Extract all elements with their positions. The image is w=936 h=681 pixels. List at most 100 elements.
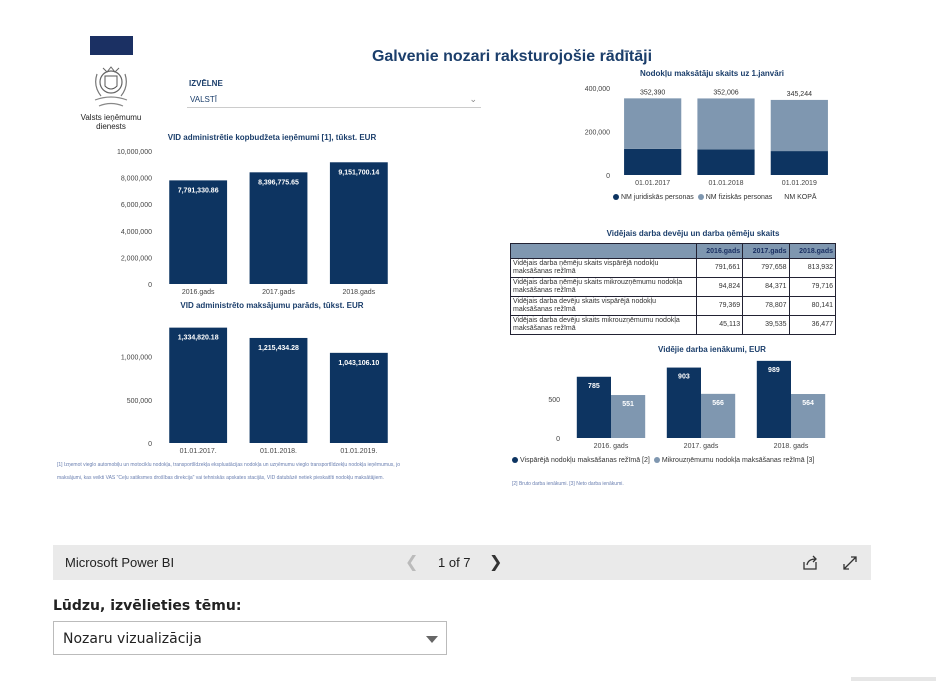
- taxpayers-stacked-chart: 0 200,000 400,000 01.01.2017 352,390 01.01.20…: [585, 86, 828, 187]
- y-tick-label: 10,000,000: [117, 149, 152, 156]
- debt-bar-chart: 0 500,000 1,000,000 01.01.2017. 1,334,820.18…: [121, 327, 388, 455]
- caret-down-icon: [426, 636, 438, 643]
- x-tick-label: 2016. gads: [594, 443, 629, 450]
- y-tick-label: 0: [148, 282, 152, 289]
- table-cell: 36,477: [788, 315, 837, 335]
- bar: [576, 376, 611, 438]
- y-tick-label: 8,000,000: [121, 176, 152, 183]
- bar: [697, 149, 755, 175]
- coat-of-arms-icon: [94, 66, 128, 107]
- table-row: Vidējais darba devēju skaits mikrouzņēmu…: [510, 315, 837, 335]
- bar: [329, 352, 388, 443]
- theme-label: Lūdzu, izvēlieties tēmu:: [53, 598, 242, 614]
- power-bi-toolbar: Microsoft Power BI ❮ 1 of 7 ❯: [53, 545, 871, 580]
- data-label: 566: [712, 400, 724, 407]
- workers-table: 2016.gads 2017.gads 2018.gads Vidējais d…: [510, 243, 837, 335]
- bar: [169, 180, 228, 284]
- y-tick-label: 2,000,000: [121, 255, 152, 262]
- table-row-label: Vidējais darba ņēmēju skaits vispārējā n…: [510, 258, 697, 278]
- data-label: 345,244: [787, 91, 812, 98]
- x-tick-label: 01.01.2019.: [340, 448, 377, 455]
- x-tick-label: 01.01.2018: [708, 180, 743, 187]
- region-selector[interactable]: VALSTĪ ⌄: [187, 92, 481, 108]
- data-label: 564: [802, 400, 814, 407]
- table-header-2017: 2017.gads: [742, 243, 790, 259]
- table-header-blank: [510, 243, 697, 259]
- data-label: 8,396,775.65: [258, 179, 299, 186]
- table-cell: 80,141: [788, 296, 837, 316]
- data-label: 989: [768, 367, 780, 374]
- x-tick-label: 2018. gads: [774, 443, 809, 450]
- y-tick-label: 0: [556, 436, 560, 443]
- table-header-row: 2016.gads 2017.gads 2018.gads: [510, 243, 837, 259]
- table-row-label: Vidējais darba ņēmēju skaits mikrouzņēmu…: [510, 277, 697, 297]
- chevron-down-icon: ⌄: [469, 94, 477, 104]
- fullscreen-icon[interactable]: [841, 554, 859, 572]
- revenue-bar-chart: 0 2,000,000 4,000,000 6,000,000 8,000,000 10,…: [117, 149, 388, 296]
- y-tick-label: 500: [548, 397, 560, 404]
- y-tick-label: 200,000: [585, 130, 610, 137]
- income-legend: Vispārējā nodokļu maksāšanas režīmā [2] …: [512, 457, 814, 464]
- table-cell: 78,807: [742, 296, 790, 316]
- power-bi-report-canvas: Valsts ieņēmumu dienests Galvenie nozari…: [53, 30, 871, 544]
- table-header-2018: 2018.gads: [788, 243, 837, 259]
- bar: [770, 99, 828, 152]
- bar: [169, 327, 228, 443]
- chart-title-revenue: VID administrētie kopbudžeta ieņēmumi [1…: [167, 133, 377, 142]
- footnote-right: [2] Bruto darba ienākumi. [3] Neto darba…: [512, 481, 624, 487]
- org-name: Valsts ieņēmumu dienests: [80, 113, 142, 131]
- legend-item-total: NM KOPĀ: [784, 194, 817, 201]
- x-tick-label: 01.01.2017.: [180, 448, 217, 455]
- power-bi-brand-link[interactable]: Microsoft Power BI: [65, 555, 175, 570]
- table-cell: 45,113: [695, 315, 744, 335]
- table-row-label: Vidējais darba devēju skaits vispārējā n…: [510, 296, 697, 316]
- table-cell: 79,716: [788, 277, 837, 297]
- report-title: Galvenie nozari raksturojošie rādītāji: [371, 48, 653, 65]
- bar: [697, 98, 755, 150]
- chevron-right-icon[interactable]: ❯: [489, 554, 503, 571]
- data-label: 7,791,330.86: [178, 187, 219, 194]
- selector-label: IZVĒLNE: [189, 79, 223, 88]
- y-tick-label: 0: [148, 441, 152, 448]
- chart-title-taxpayers: Nodokļu maksātāju skaits uz 1.janvāri: [639, 69, 785, 78]
- chevron-left-icon[interactable]: ❮: [405, 554, 419, 571]
- table-cell: 791,661: [695, 258, 744, 278]
- data-label: 352,006: [713, 89, 738, 96]
- y-tick-label: 1,000,000: [121, 355, 152, 362]
- x-tick-label: 01.01.2019: [782, 180, 817, 187]
- footnote-1: [1] Izņemot vieglo automobiļu un motocik…: [57, 462, 400, 468]
- x-tick-label: 2017.gads: [262, 289, 295, 296]
- income-bar-chart: 0 500 2016. gads 785 551 2017. gads 903 566 2018…: [548, 360, 826, 450]
- data-label: 1,215,434.28: [258, 345, 299, 352]
- legend-item-general: Vispārējā nodokļu maksāšanas režīmā [2]: [512, 457, 650, 464]
- footnote-2: maksājumi, kas veikti VAS "Ceļu satiksme…: [57, 475, 384, 481]
- data-label: 1,043,106.10: [338, 360, 379, 367]
- theme-dropdown[interactable]: Nozaru vizualizācija: [53, 621, 447, 655]
- table-cell: 39,535: [742, 315, 790, 335]
- bar: [701, 393, 736, 438]
- data-label: 551: [622, 401, 634, 408]
- x-tick-label: 01.01.2017: [635, 180, 670, 187]
- y-tick-label: 6,000,000: [121, 202, 152, 209]
- chart-title-income: Vidējie darba ienākumi, EUR: [658, 345, 766, 354]
- bar: [249, 337, 308, 443]
- x-tick-label: 01.01.2018.: [260, 448, 297, 455]
- bar: [770, 151, 828, 175]
- share-icon[interactable]: [801, 554, 819, 572]
- y-tick-label: 500,000: [127, 398, 152, 405]
- table-cell: 79,369: [695, 296, 744, 316]
- data-label: 785: [588, 383, 600, 390]
- table-cell: 84,371: [742, 277, 790, 297]
- x-tick-label: 2016.gads: [182, 289, 215, 296]
- bar: [791, 394, 826, 438]
- chart-title-debt: VID administrēto maksājumu parāds, tūkst…: [180, 301, 364, 310]
- legend-item-micro: Mikrouzņēmumu nodokļa maksāšanas režīmā …: [653, 457, 814, 464]
- table-title: Vidējais darba devēju un darba ņēmēju sk…: [606, 229, 780, 238]
- bar: [329, 162, 388, 284]
- x-tick-label: 2017. gads: [684, 443, 719, 450]
- bar: [624, 148, 682, 175]
- scroll-edge: [851, 677, 936, 681]
- y-tick-label: 400,000: [585, 86, 610, 93]
- data-label: 352,390: [640, 89, 665, 96]
- table-cell: 797,658: [742, 258, 790, 278]
